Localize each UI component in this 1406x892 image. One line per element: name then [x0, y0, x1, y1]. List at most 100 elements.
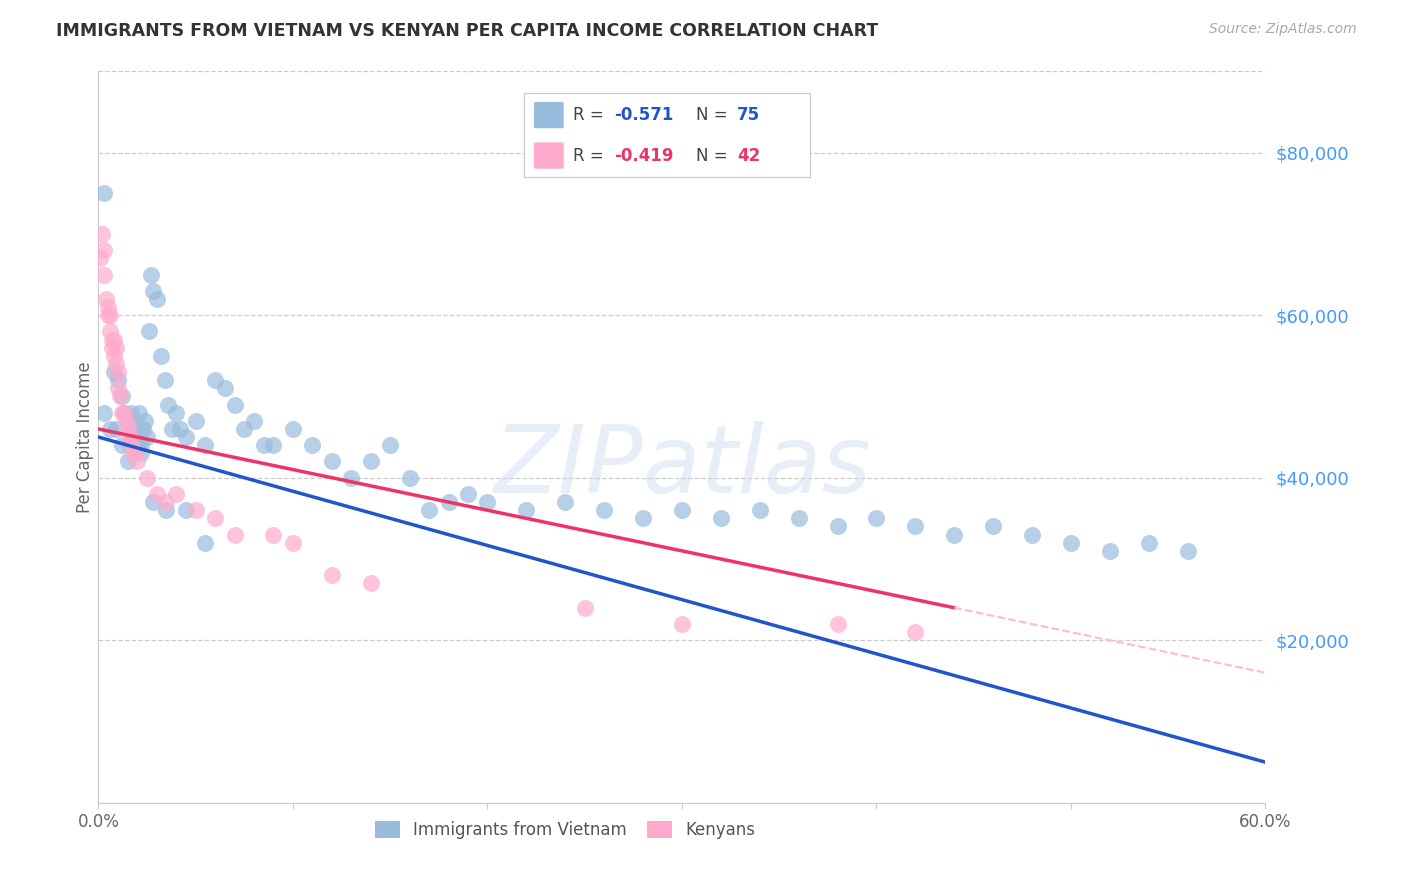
Point [904, 625, 927, 640]
Point [114, 414, 136, 428]
Point [457, 487, 479, 501]
Point [184, 414, 207, 428]
Point [827, 519, 849, 533]
Text: Source: ZipAtlas.com: Source: ZipAtlas.com [1209, 22, 1357, 37]
Point [128, 406, 150, 420]
Point [124, 446, 146, 460]
Point [142, 495, 165, 509]
Point [1137, 535, 1160, 549]
Point [204, 511, 226, 525]
Point [104, 422, 127, 436]
Point [117, 414, 139, 428]
Point [1021, 527, 1043, 541]
Point [155, 503, 177, 517]
Point [360, 576, 382, 591]
Point [121, 438, 143, 452]
Point [321, 568, 343, 582]
Point [134, 414, 156, 428]
Point [943, 527, 966, 541]
Point [224, 527, 246, 541]
Text: IMMIGRANTS FROM VIETNAM VS KENYAN PER CAPITA INCOME CORRELATION CHART: IMMIGRANTS FROM VIETNAM VS KENYAN PER CA… [56, 22, 879, 40]
Text: R =: R = [574, 146, 609, 164]
Point [214, 381, 236, 395]
Point [233, 422, 256, 436]
Point [162, 422, 184, 436]
Point [103, 349, 125, 363]
Point [477, 495, 499, 509]
Point [398, 471, 420, 485]
Point [93, 406, 115, 420]
Point [138, 325, 160, 339]
Point [136, 471, 159, 485]
Point [243, 414, 266, 428]
Point [127, 454, 149, 468]
FancyBboxPatch shape [534, 142, 564, 169]
FancyBboxPatch shape [524, 94, 810, 178]
Point [262, 527, 284, 541]
Point [593, 503, 616, 517]
Point [710, 511, 733, 525]
Point [136, 430, 159, 444]
Point [98, 325, 121, 339]
Point [142, 284, 165, 298]
Point [827, 617, 849, 632]
Point [97, 300, 120, 314]
Point [262, 438, 284, 452]
Point [574, 600, 596, 615]
Point [904, 519, 927, 533]
Point [104, 341, 127, 355]
Y-axis label: Per Capita Income: Per Capita Income [76, 361, 94, 513]
Point [631, 511, 654, 525]
Point [101, 341, 124, 355]
Text: N =: N = [696, 146, 733, 164]
Point [437, 495, 460, 509]
Point [554, 495, 576, 509]
Point [93, 243, 115, 257]
Point [98, 422, 121, 436]
Text: N =: N = [696, 106, 733, 124]
Point [104, 357, 127, 371]
Point [340, 471, 363, 485]
Point [91, 227, 114, 241]
Point [117, 454, 139, 468]
FancyBboxPatch shape [534, 102, 564, 128]
Point [122, 430, 145, 444]
Point [224, 398, 246, 412]
Point [112, 406, 135, 420]
Point [93, 268, 115, 282]
Point [321, 454, 343, 468]
Point [112, 406, 135, 420]
Point [107, 365, 129, 379]
Point [787, 511, 810, 525]
Point [93, 186, 115, 201]
Point [253, 438, 276, 452]
Point [103, 333, 125, 347]
Text: 42: 42 [737, 146, 761, 164]
Point [89, 252, 111, 266]
Point [107, 373, 129, 387]
Text: 75: 75 [737, 106, 759, 124]
Point [111, 438, 134, 452]
Point [194, 438, 217, 452]
Point [107, 381, 129, 395]
Point [108, 389, 131, 403]
Point [865, 511, 887, 525]
Point [118, 438, 141, 452]
Point [124, 422, 146, 436]
Point [111, 389, 134, 403]
Point [103, 365, 125, 379]
Point [139, 268, 162, 282]
Point [671, 617, 693, 632]
Point [129, 446, 152, 460]
Point [97, 308, 120, 322]
Point [165, 406, 187, 420]
Point [157, 398, 180, 412]
Text: R =: R = [574, 106, 609, 124]
Point [418, 503, 440, 517]
Point [149, 349, 172, 363]
Point [301, 438, 323, 452]
Legend: Immigrants from Vietnam, Kenyans: Immigrants from Vietnam, Kenyans [368, 814, 762, 846]
Point [515, 503, 537, 517]
Text: -0.571: -0.571 [614, 106, 673, 124]
Point [981, 519, 1004, 533]
